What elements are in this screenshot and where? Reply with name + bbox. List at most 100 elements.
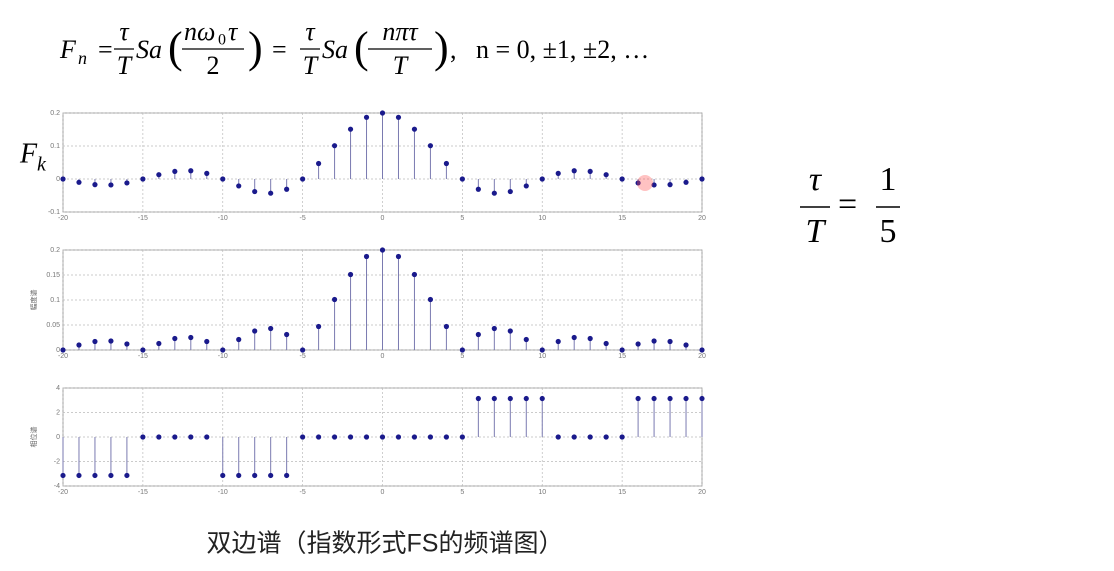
stem-marker [92,338,98,345]
stem-marker [252,328,258,334]
stem-marker [60,176,66,182]
stem-chart: -20 -15 -10 -5 0 5 10 15 20 0 0.05 0.1 0.15 0.2 幅度谱 [29,247,706,360]
stem-marker [316,434,322,440]
stem-marker [523,395,529,402]
stem-marker [268,325,274,332]
x-tick-label: 0 [381,489,385,496]
x-tick-label: -15 [138,215,148,222]
stem-marker [140,347,146,353]
stem-marker [204,434,210,440]
y-axis-label: F [19,138,38,169]
x-tick-label: -20 [58,489,68,496]
stem-marker [156,340,162,347]
formula: F n = τ T Sa ( nω 0 τ 2 ) = τ T Sa ( nπτ… [59,17,649,80]
stem-marker [667,395,673,402]
y-axis-label: 幅度谱 [29,290,38,311]
stem-marker [188,434,194,440]
formula-token: = [272,35,287,64]
ratio-token: T [806,213,827,250]
stem-marker [587,168,593,175]
stem-marker [363,114,370,120]
stem-marker [491,190,497,196]
x-tick-label: 15 [618,353,626,360]
stem-marker [76,342,82,348]
formula-token: nω [184,17,215,46]
stem-marker [284,186,290,192]
formula-token: nπτ [382,17,419,46]
stem-marker [60,472,66,479]
stem-marker [443,160,449,167]
ratio-token: 1 [880,161,897,198]
formula-token: 2 [207,51,220,80]
stem-marker [411,434,418,440]
stem-marker [108,472,114,479]
stem-marker [619,176,625,182]
stem-marker [220,472,226,479]
stem-marker [60,347,66,353]
stem-marker [667,182,673,188]
formula-token: τ [228,17,239,46]
formula-token: T [393,51,409,80]
stem-marker [443,434,449,440]
y-tick-label: 0.1 [50,297,60,304]
stem-marker [395,114,402,120]
stem-marker [363,434,370,440]
stem-marker [284,472,290,479]
stem-marker [300,176,306,182]
stem-marker [571,434,577,440]
stem-marker [316,323,322,330]
stem-marker [347,434,354,440]
formula-token: 0 [218,32,226,49]
formula-token: ) [434,23,449,72]
stem-marker [475,186,481,192]
x-tick-label: 15 [618,489,626,496]
stem-marker [667,338,673,345]
x-tick-label: -15 [138,489,148,496]
stem-marker [300,434,306,440]
stem-marker [300,347,306,353]
stem-marker [619,434,625,440]
stem-marker [683,395,689,402]
stem-marker [555,338,561,345]
stem-marker [236,472,242,479]
highlight [637,175,653,191]
stem-marker [284,331,290,338]
stem-marker [571,168,577,174]
formula-token: ( [168,23,183,72]
stem-marker [539,176,545,182]
stem-marker [124,472,130,479]
stem-marker [124,180,130,186]
y-tick-label: 2 [56,409,60,416]
formula-token: F [59,35,77,64]
x-tick-label: 5 [460,489,464,496]
x-tick-label: -20 [58,353,68,360]
formula-token: ( [354,23,369,72]
x-tick-label: 20 [698,353,706,360]
stem-marker [475,395,481,402]
stem-marker [683,179,689,185]
y-axis-label: 相位谱 [29,427,38,448]
y-tick-label: -0.1 [48,209,60,216]
stem-marker [220,176,226,182]
stem-marker [443,323,449,330]
stem-marker [156,434,162,440]
stem-marker [156,172,162,178]
x-tick-label: -10 [218,489,228,496]
formula-token: , n = 0, ±1, ±2, … [450,35,649,64]
stem-marker [140,434,146,440]
stem-marker [619,347,625,353]
stem-marker [379,434,386,440]
x-tick-label: -5 [300,489,306,496]
stem-marker [252,472,258,479]
x-tick-label: -10 [218,215,228,222]
stem-marker [92,182,98,188]
y-tick-label: 0.1 [50,143,60,150]
stem-marker [651,182,657,188]
stem-marker [459,434,465,440]
stem-marker [587,335,593,342]
x-tick-label: -5 [300,353,306,360]
stem-marker [188,334,194,341]
ratio-token: τ [809,161,823,198]
caption: 双边谱（指数形式FS的频谱图） [207,530,564,558]
